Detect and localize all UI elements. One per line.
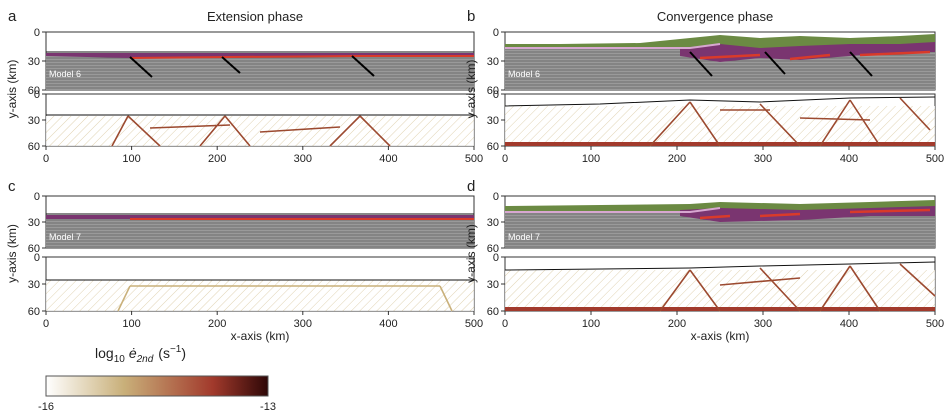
x-tick-label: 400 (379, 318, 397, 330)
x-tick-label: 400 (379, 153, 397, 165)
y-tick-label: 0 (34, 191, 40, 203)
y-axis-title: y-axis (km) (5, 60, 19, 119)
x-tick-label: 500 (926, 318, 944, 330)
colorbar-max-label: -13 (260, 401, 276, 413)
colorbar-label-symbol: ė (129, 345, 137, 361)
colorbar-label: log10 ė2nd (s−1) (95, 344, 186, 365)
colorbar-min-label: -16 (38, 401, 54, 413)
y-tick-label: 60 (487, 141, 499, 153)
y-tick-label: 0 (493, 191, 499, 203)
y-tick-label: 60 (28, 85, 40, 97)
y-axis-title: y-axis (km) (464, 60, 478, 119)
y-tick-label: 0 (493, 89, 499, 101)
x-tick-label: 500 (926, 153, 944, 165)
x-tick-label: 100 (582, 318, 600, 330)
y-tick-label: 30 (487, 115, 499, 127)
panel-d-strain-rate (504, 256, 936, 312)
x-tick-label: 200 (668, 318, 686, 330)
x-tick-label: 100 (122, 318, 140, 330)
panel-a-model-label: Model 6 (49, 69, 81, 79)
x-tick-label: 200 (208, 153, 226, 165)
y-tick-label: 60 (28, 306, 40, 318)
y-tick-label: 60 (28, 141, 40, 153)
panel-d-material: Model 7 (504, 195, 936, 249)
y-tick-label: 30 (28, 56, 40, 68)
x-tick-label: 0 (43, 153, 49, 165)
colorbar-label-symbol-sub: 2nd (136, 354, 154, 365)
panel-letter-b: b (467, 8, 475, 25)
colorbar-label-close: ) (181, 345, 186, 361)
y-tick-label: 0 (34, 89, 40, 101)
x-tick-label: 200 (208, 318, 226, 330)
x-tick-label: 0 (43, 318, 49, 330)
y-tick-label: 60 (487, 306, 499, 318)
y-tick-label: 0 (34, 252, 40, 264)
y-tick-label: 60 (28, 243, 40, 255)
x-tick-label: 0 (502, 153, 508, 165)
x-tick-label: 500 (465, 318, 483, 330)
y-tick-label: 60 (487, 85, 499, 97)
x-tick-label: 300 (294, 153, 312, 165)
colorbar-gradient (45, 375, 269, 397)
extension-phase-title: Extension phase (207, 9, 303, 24)
colorbar-label-log-sub: 10 (114, 354, 126, 365)
x-tick-label: 200 (668, 153, 686, 165)
y-tick-label: 30 (487, 279, 499, 291)
y-tick-label: 0 (493, 27, 499, 39)
panel-b-model-label: Model 6 (508, 69, 540, 79)
x-tick-label: 300 (754, 318, 772, 330)
x-axis-title: x-axis (km) (231, 329, 290, 343)
y-tick-label: 0 (493, 252, 499, 264)
x-tick-label: 300 (754, 153, 772, 165)
panel-c-model-label: Model 7 (49, 232, 81, 242)
x-tick-label: 500 (465, 153, 483, 165)
colorbar-label-units: (s (158, 345, 170, 361)
y-tick-label: 30 (28, 279, 40, 291)
x-tick-label: 300 (294, 318, 312, 330)
panel-letter-a: a (8, 8, 17, 25)
convergence-phase-title: Convergence phase (657, 9, 773, 24)
y-tick-label: 60 (487, 243, 499, 255)
y-tick-label: 30 (487, 217, 499, 229)
panel-a-strain-rate (45, 93, 475, 147)
x-tick-label: 400 (840, 318, 858, 330)
panel-letter-d: d (467, 178, 475, 195)
colorbar: log10 ė2nd (s−1) -16 -13 (38, 344, 276, 413)
panel-b-material: Model 6 (504, 31, 936, 91)
panel-c-material: Model 7 (45, 195, 475, 249)
panel-letter-c: c (8, 178, 16, 195)
panel-b-strain-rate (504, 93, 936, 147)
x-tick-label: 0 (502, 318, 508, 330)
y-tick-label: 30 (487, 56, 499, 68)
y-tick-label: 30 (28, 217, 40, 229)
panel-a-material: Model 6 (45, 31, 475, 91)
y-axis-title: y-axis (km) (5, 224, 19, 283)
colorbar-label-log: log (95, 345, 114, 361)
y-axis-title: y-axis (km) (464, 224, 478, 283)
x-tick-label: 100 (122, 153, 140, 165)
panel-c-strain-rate (45, 256, 475, 312)
x-tick-label: 400 (840, 153, 858, 165)
x-tick-label: 100 (582, 153, 600, 165)
panel-d-model-label: Model 7 (508, 232, 540, 242)
y-tick-label: 30 (28, 115, 40, 127)
x-axis-title: x-axis (km) (691, 329, 750, 343)
y-tick-label: 0 (34, 27, 40, 39)
colorbar-label-units-exp: −1 (170, 344, 182, 355)
